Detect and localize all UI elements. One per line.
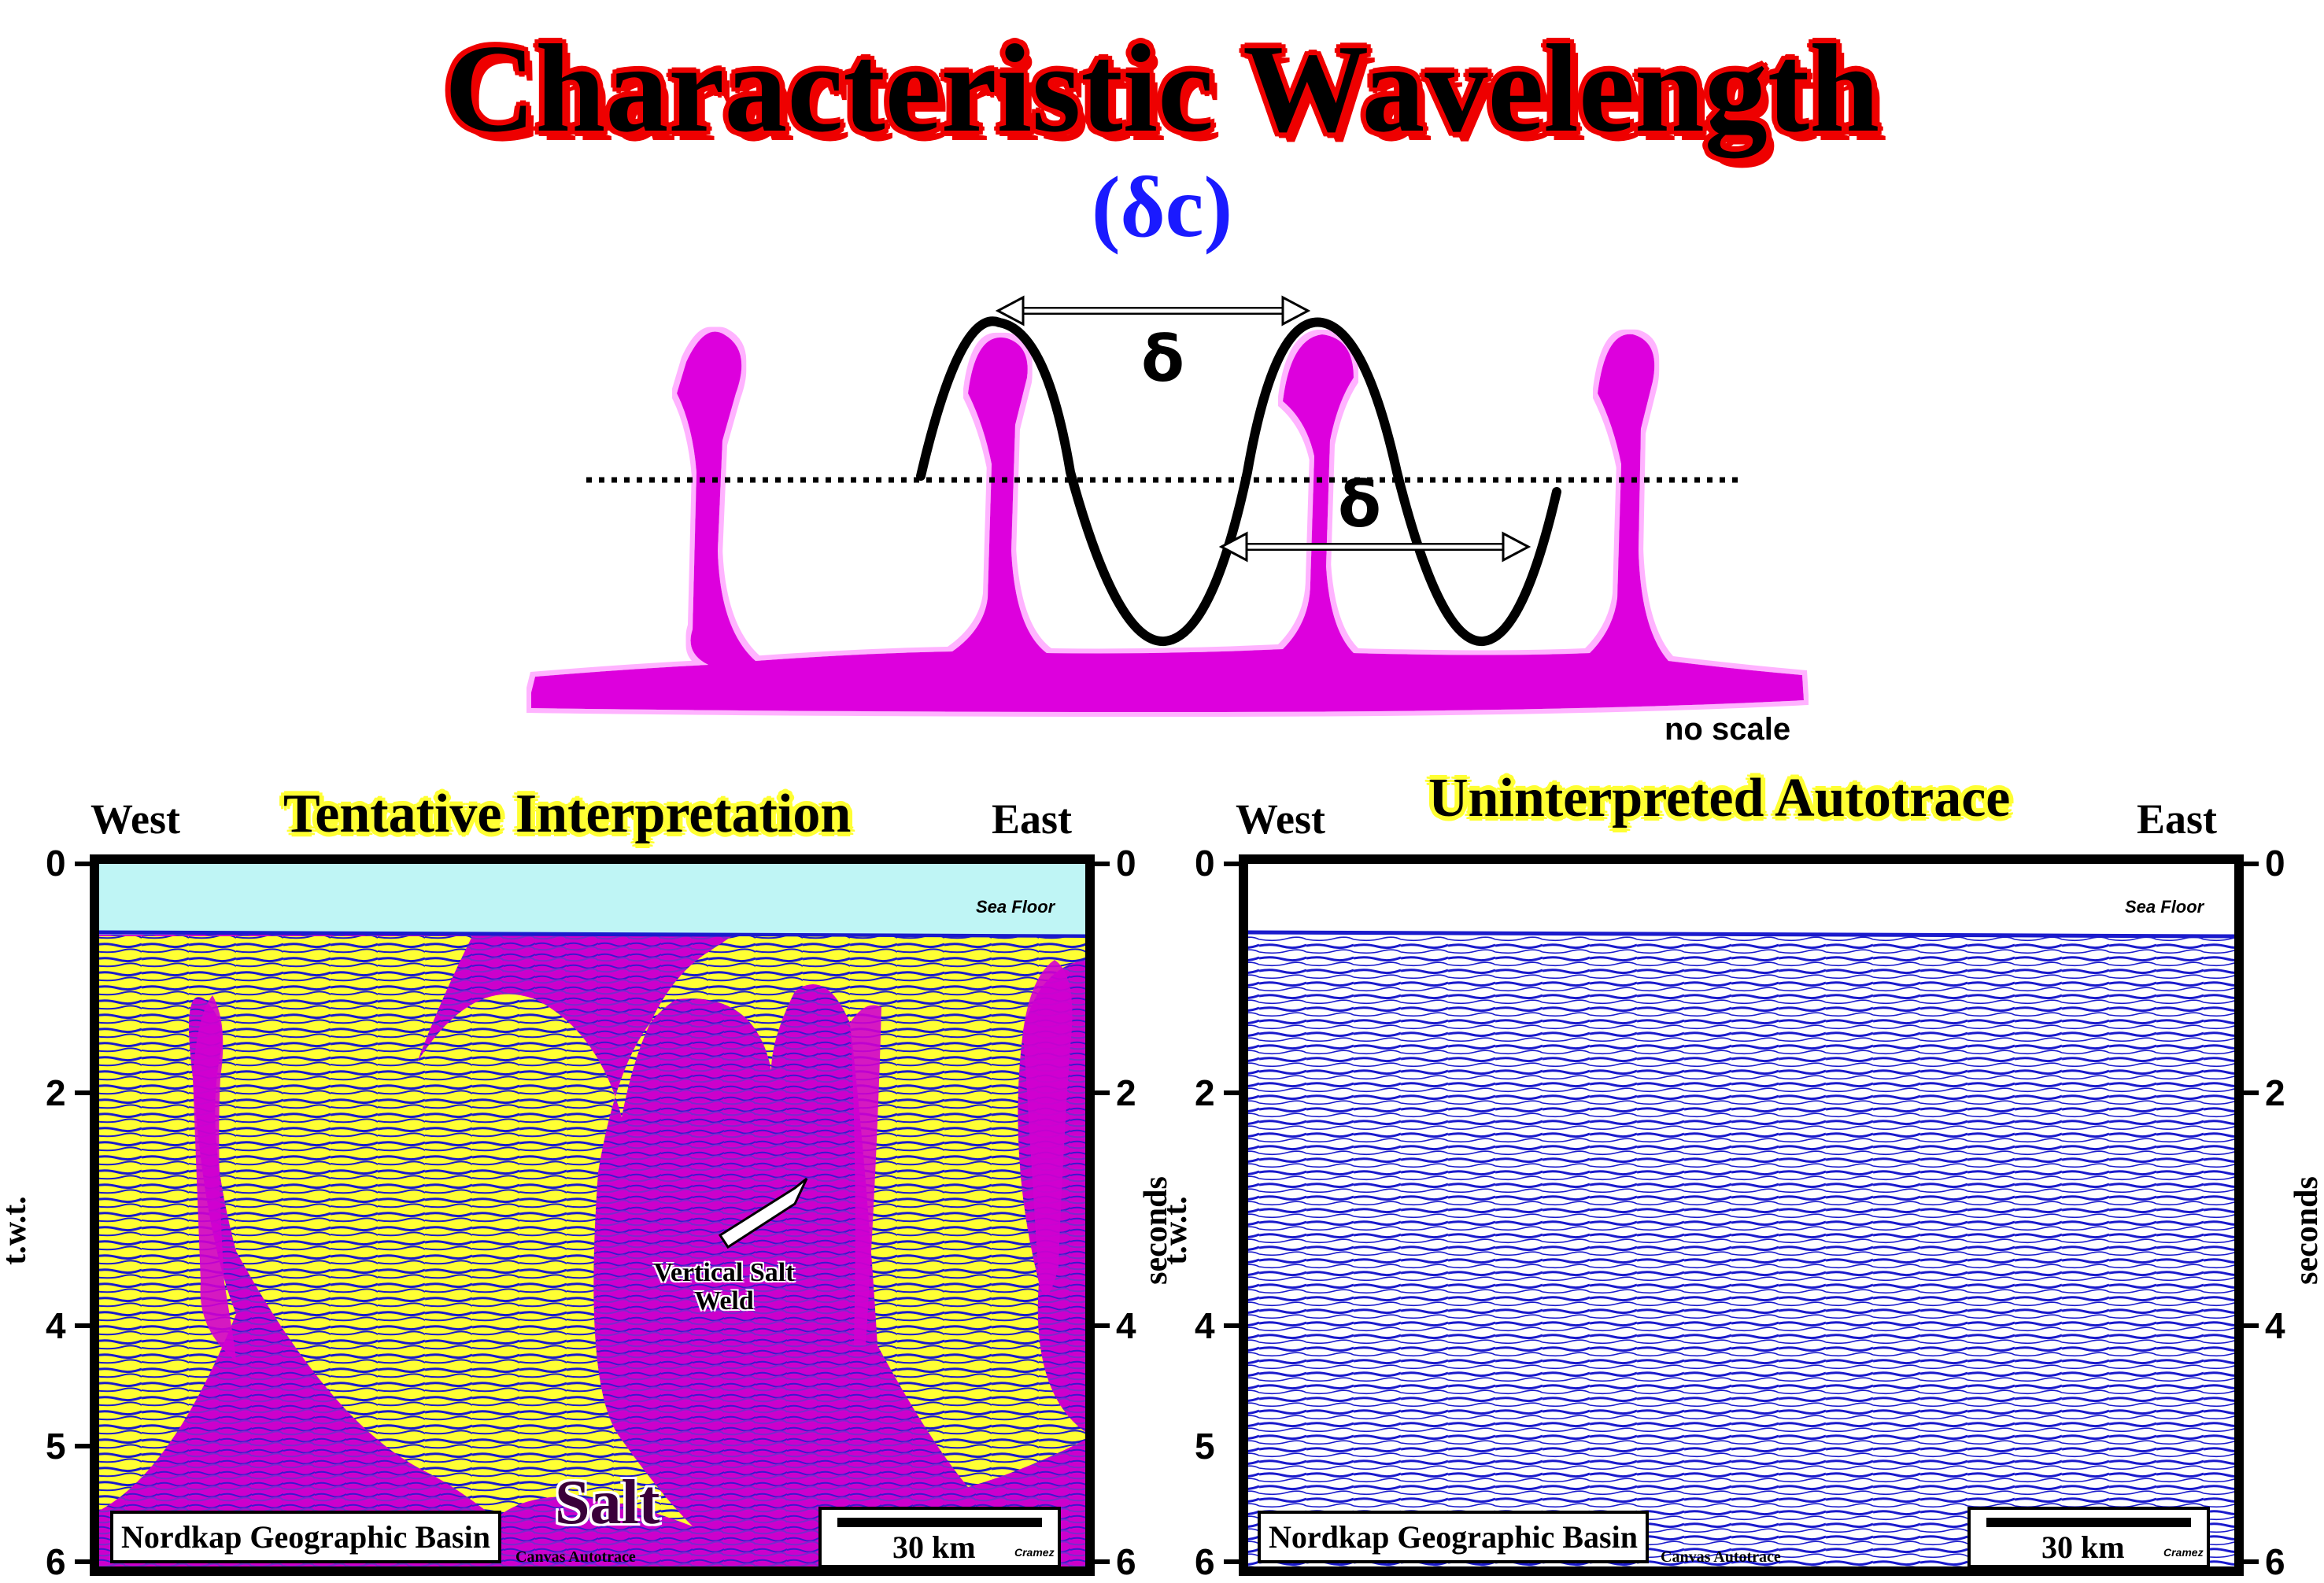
right-sea-floor-label: Sea Floor bbox=[2125, 897, 2204, 917]
right-east-label: East bbox=[2137, 795, 2218, 843]
left-rtick-0: 0 bbox=[1116, 843, 1136, 884]
left-rtick-4: 4 bbox=[1116, 1305, 1136, 1346]
right-scale-line bbox=[1986, 1518, 2191, 1527]
weld-label-line1: Vertical Salt bbox=[653, 1258, 795, 1287]
left-scale-text: 30 km bbox=[892, 1529, 976, 1565]
right-seismic-section bbox=[1224, 854, 2259, 1576]
left-software-label: Canvas Autotrace bbox=[515, 1548, 636, 1566]
right-credit: Cramez bbox=[2163, 1546, 2204, 1559]
left-tick-2: 2 bbox=[46, 1072, 66, 1113]
right-tick-0: 0 bbox=[1195, 843, 1215, 884]
left-credit: Cramez bbox=[1014, 1546, 1055, 1559]
delta-label-top: δ bbox=[1141, 323, 1184, 396]
right-scale-bar: 30 km Cramez bbox=[1967, 1507, 2210, 1568]
right-scale-text: 30 km bbox=[2041, 1529, 2125, 1565]
left-rtick-2: 2 bbox=[1116, 1072, 1136, 1113]
sediment-layer bbox=[99, 936, 1085, 1526]
left-scale-line bbox=[837, 1518, 1042, 1527]
right-tick-5: 5 bbox=[1195, 1426, 1215, 1467]
left-basin-label: Nordkap Geographic Basin bbox=[110, 1511, 501, 1563]
left-panel-title: Tentative Interpretation bbox=[283, 784, 852, 844]
weld-label-line2: Weld bbox=[694, 1286, 754, 1315]
delta-label-bottom: δ bbox=[1338, 468, 1381, 541]
right-panel-title: Uninterpreted Autotrace bbox=[1428, 768, 2011, 828]
left-scale-bar: 30 km Cramez bbox=[818, 1507, 1061, 1568]
left-tick-4: 4 bbox=[46, 1305, 66, 1346]
left-tick-5: 5 bbox=[46, 1426, 66, 1467]
left-tick-0: 0 bbox=[46, 843, 66, 884]
sine-wave bbox=[916, 316, 1561, 647]
right-tick-4: 4 bbox=[1195, 1305, 1215, 1346]
right-rtick-2: 2 bbox=[2265, 1072, 2285, 1113]
right-software-label: Canvas Autotrace bbox=[1661, 1548, 1781, 1566]
no-scale-note: no scale bbox=[1664, 712, 1791, 747]
right-rtick-4: 4 bbox=[2265, 1305, 2285, 1346]
right-west-label: West bbox=[1236, 795, 1325, 843]
left-tick-6: 6 bbox=[46, 1541, 66, 1582]
right-rtick-0: 0 bbox=[2265, 843, 2285, 884]
salt-label: Salt bbox=[555, 1468, 660, 1537]
left-twt-label: t.w.t. bbox=[0, 1196, 33, 1265]
weld-label: Vertical Salt Weld bbox=[645, 1259, 803, 1315]
right-basin-label: Nordkap Geographic Basin bbox=[1258, 1511, 1649, 1563]
left-rtick-6: 6 bbox=[1116, 1541, 1136, 1582]
right-twt-label: t.w.t. bbox=[1157, 1196, 1194, 1265]
left-sea-floor-label: Sea Floor bbox=[976, 897, 1055, 917]
salt-diapirs bbox=[531, 331, 1804, 712]
page-title: Characteristic Wavelength bbox=[444, 18, 1880, 158]
left-east-label: East bbox=[992, 795, 1073, 843]
right-tick-2: 2 bbox=[1195, 1072, 1215, 1113]
wavelength-diagram bbox=[531, 295, 1804, 712]
page-subtitle: (δc) bbox=[1091, 159, 1233, 255]
right-tick-6: 6 bbox=[1195, 1541, 1215, 1582]
right-seconds-label: seconds bbox=[2288, 1176, 2324, 1285]
right-rtick-6: 6 bbox=[2265, 1541, 2285, 1582]
left-seismic-section bbox=[75, 854, 1110, 1576]
left-west-label: West bbox=[91, 795, 180, 843]
